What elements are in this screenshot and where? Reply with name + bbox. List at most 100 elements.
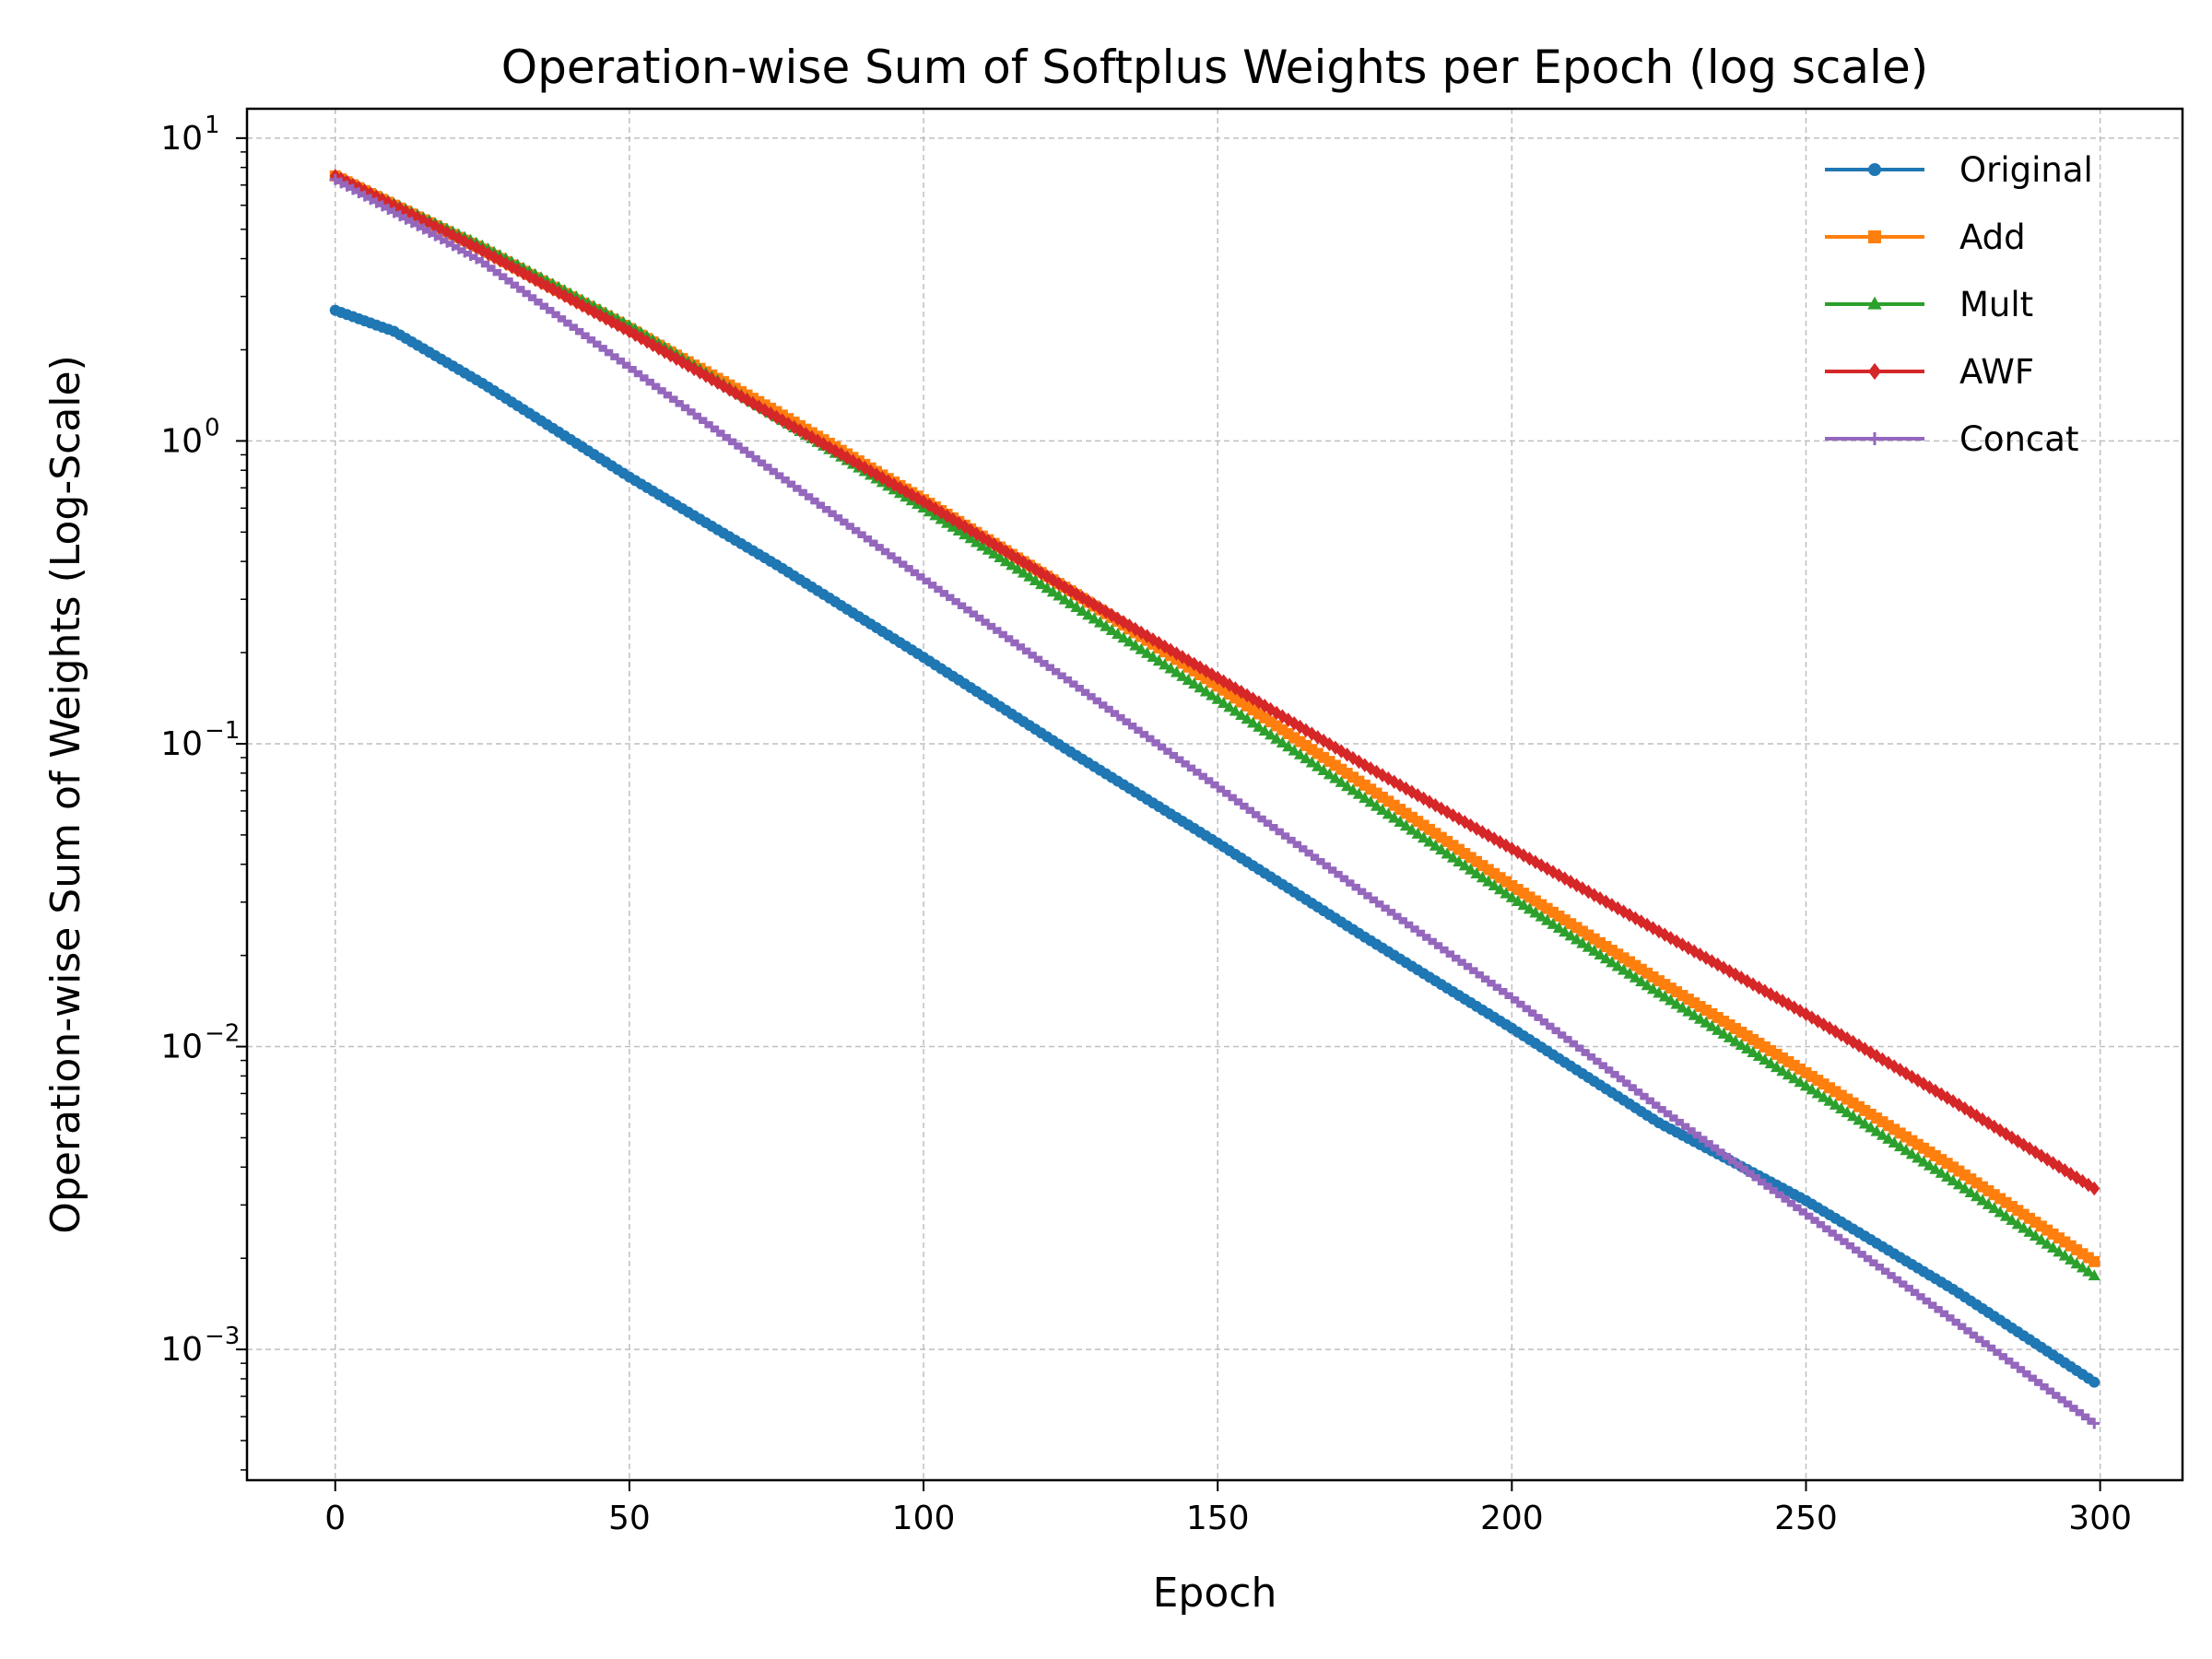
data-point [423,216,435,231]
x-tick-label: 0 [324,1500,346,1537]
data-point [2065,1400,2077,1412]
data-point [2088,1269,2100,1281]
data-point [1112,611,1124,627]
data-point [1635,975,1648,987]
data-point [1871,1259,1883,1271]
data-point [1199,685,1213,697]
data-point [1994,1348,2006,1360]
data-point [1782,1068,1794,1080]
data-point [412,219,424,231]
data-point [788,480,800,492]
data-point [1929,1162,1942,1174]
data-point [759,459,771,471]
data-point [388,206,400,218]
legend-entry-concat: Concat [1825,419,2078,459]
data-point [1041,660,1053,672]
data-point [629,366,641,378]
data-point [1447,950,1459,962]
data-point [1065,676,1077,688]
data-point [1570,933,1583,945]
data-point [1936,1306,1947,1318]
data-point [1953,1318,1965,1330]
data-point [794,423,806,438]
data-point [535,298,547,310]
data-point [818,437,830,452]
data-point [1430,937,1441,949]
data-point [1947,1174,1959,1186]
data-point [1818,1221,1830,1233]
data-point [1876,1128,1889,1140]
data-point [1759,1178,1771,1190]
data-point [1100,619,1112,631]
data-point [2006,1214,2018,1226]
data-point [729,438,741,450]
data-point [1712,1144,1724,1156]
data-point [1441,946,1453,958]
data-point [429,229,441,241]
data-point [635,370,647,382]
data-point [1230,681,1241,696]
data-point [1912,1151,1924,1163]
data-point [1576,936,1589,948]
data-point [1147,651,1159,663]
data-point [1300,845,1312,857]
data-point [1400,917,1412,929]
data-point [1868,163,1881,176]
data-point [1959,1323,1971,1335]
data-point [1453,855,1465,867]
data-point [1206,688,1218,700]
data-point [623,361,635,373]
data-point [1324,862,1335,874]
data-point [453,242,465,254]
data-point [1006,547,1018,563]
data-point [1053,667,1065,679]
data-point [423,227,435,239]
data-point [1671,1114,1683,1126]
data-point [888,552,900,564]
data-point [1035,578,1048,590]
data-point [365,194,377,206]
data-point [1458,859,1471,871]
data-point [1165,747,1177,759]
data-point [1941,1310,1953,1322]
data-point [512,263,524,277]
data-point [1988,1202,2001,1214]
data-point [1259,699,1271,713]
data-point [529,272,541,288]
data-point [1623,967,1636,979]
data-point [1894,1276,1906,1288]
data-point [1867,296,1882,310]
data-point [1630,1084,1641,1096]
data-point [576,327,588,339]
data-point [1406,921,1418,933]
data-point [1824,1225,1836,1237]
data-point [1129,723,1141,735]
data-point [1964,1186,1977,1198]
data-point [2018,1221,2030,1233]
data-point [670,395,682,407]
data-point [1023,559,1035,573]
data-point [1406,784,1418,800]
data-point [1417,831,1430,843]
data-point [1276,735,1289,747]
data-point [1347,750,1359,766]
data-point [1783,1195,1794,1207]
data-point [2077,1409,2088,1420]
data-point [547,282,559,297]
data-point [1341,780,1354,792]
data-point [1776,1191,1788,1203]
data-point [1959,1182,1971,1194]
data-point [465,250,477,262]
x-tick-label: 150 [1186,1500,1250,1537]
y-tick-label: 10 [160,422,203,460]
data-point [1182,673,1194,685]
data-point [553,311,565,323]
data-point [1653,986,1665,998]
data-point [653,382,665,394]
data-point [1729,1034,1742,1046]
data-point [606,348,618,360]
data-point [924,577,935,589]
data-point [1012,639,1024,651]
data-point [1924,1297,1936,1309]
data-point [2029,1230,2042,1241]
